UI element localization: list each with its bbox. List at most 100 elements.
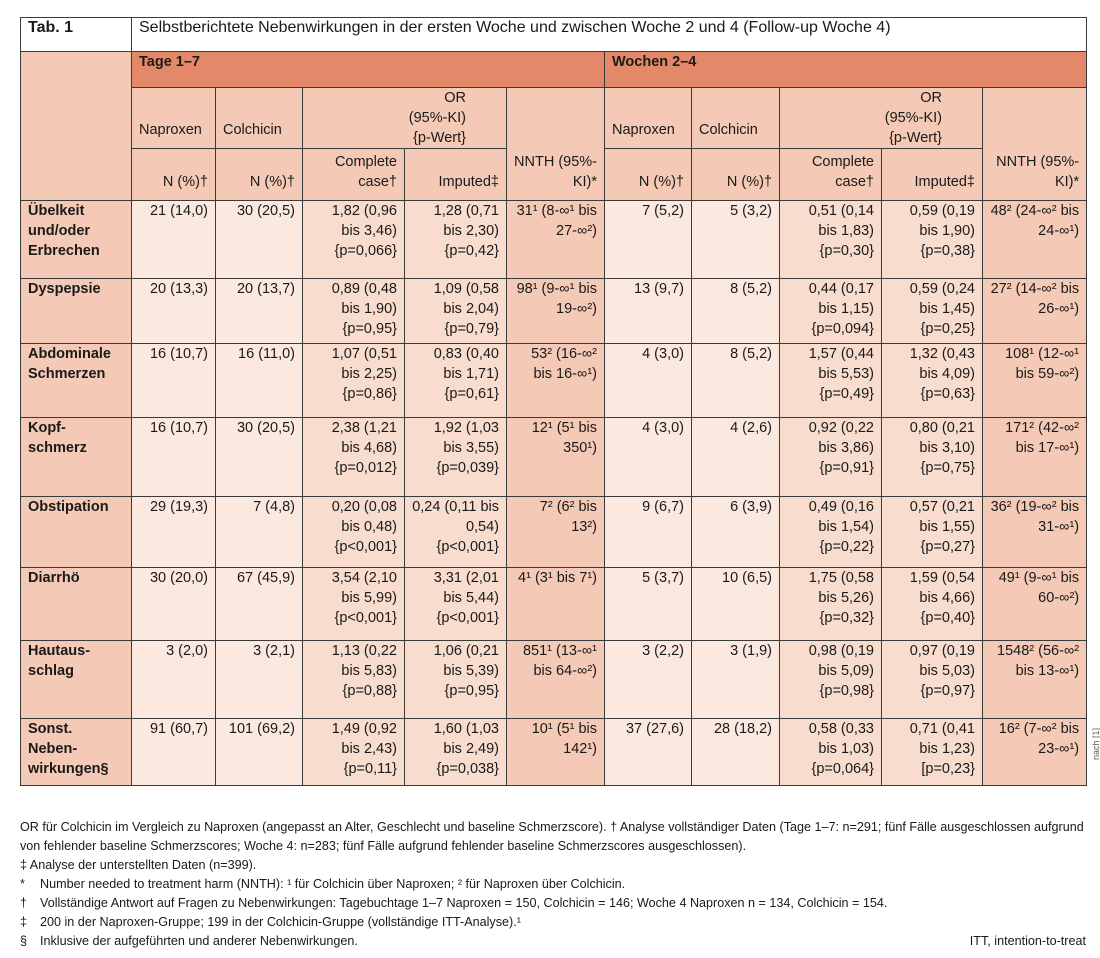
table-cell: 48² (24-∞² bis 24-∞¹): [981, 200, 1088, 279]
table-cell: 10 (6,5): [691, 567, 780, 641]
table-cell: 21 (14,0): [131, 200, 216, 279]
row-label: Kopf-schmerz: [20, 417, 132, 497]
col-colchicin-1: Colchicin: [215, 87, 303, 149]
table-cell: 20 (13,3): [131, 278, 216, 344]
table-cell: 0,44 (0,17 bis 1,15) {p=0,094}: [779, 278, 882, 344]
table-cell: 16² (7-∞² bis 23-∞¹): [981, 718, 1088, 786]
table-cell: 16 (10,7): [131, 417, 216, 497]
table-cell: 29 (19,3): [131, 496, 216, 568]
table-cell: 0,59 (0,19 bis 1,90) {p=0,38}: [881, 200, 983, 279]
table-cell: 13 (9,7): [604, 278, 692, 344]
table-cell: 0,71 (0,41 bis 1,23) [p=0,23}: [881, 718, 983, 786]
table-cell: 1,07 (0,51 bis 2,25) {p=0,86}: [302, 343, 405, 418]
table-body: Übelkeit und/oder Erbrechen 21 (14,0) 30 (…: [20, 200, 1088, 786]
table-cell: 4 (3,0): [604, 343, 692, 418]
footnote-text: Vollständige Antwort auf Fragen zu Neben…: [40, 896, 888, 910]
table-cell: 8 (5,2): [691, 278, 780, 344]
col-complete-1: Complete case†: [302, 148, 405, 201]
table-cell: 7 (4,8): [215, 496, 303, 568]
notes-block: OR für Colchicin im Vergleich zu Naproxe…: [20, 818, 1086, 951]
group-header-days: Tage 1–7: [131, 51, 605, 88]
col-naproxen-1: Naproxen: [131, 87, 216, 149]
col-or-1: OR (95%-KI) {p-Wert}: [302, 87, 507, 149]
empty-corner-cell: [20, 51, 132, 201]
table-cell: 91 (60,7): [131, 718, 216, 786]
table-cell: 0,59 (0,24 bis 1,45) {p=0,25}: [881, 278, 983, 344]
table-cell: 4 (2,6): [691, 417, 780, 497]
table-cell: 31¹ (8-∞¹ bis 27-∞²): [506, 200, 605, 279]
table-cell: 4 (3,0): [604, 417, 692, 497]
table-cell: 7 (5,2): [604, 200, 692, 279]
table-cell: 0,83 (0,40 bis 1,71) {p=0,61}: [404, 343, 507, 418]
table-label: Tab. 1: [20, 17, 132, 52]
col-or-2: OR (95%-KI) {p-Wert}: [779, 87, 983, 149]
table-cell: 49¹ (9-∞¹ bis 60-∞²): [981, 567, 1088, 641]
table-cell: 0,58 (0,33 bis 1,03) {p=0,064}: [779, 718, 882, 786]
table-cell: 3,31 (2,01 bis 5,44) {p<0,001}: [404, 567, 507, 641]
table-cell: 851¹ (13-∞¹ bis 64-∞²): [506, 640, 605, 719]
table-cell: 1,60 (1,03 bis 2,49) {p=0,038}: [404, 718, 507, 786]
col-nnth-2: NNTH (95%-KI)*: [981, 87, 1088, 201]
table-cell: 1,75 (0,58 bis 5,26) {p=0,32}: [779, 567, 882, 641]
itt-note: ITT, intention-to-treat: [969, 934, 1086, 948]
table-cell: 101 (69,2): [215, 718, 303, 786]
footnote-list: * Number needed to treatment harm (NNTH):…: [20, 875, 1086, 951]
group-header-row: Tage 1–7 Wochen 2–4: [20, 51, 1088, 201]
table-cell: 30 (20,5): [215, 200, 303, 279]
table-cell: 27² (14-∞² bis 26-∞¹): [981, 278, 1088, 344]
table-cell: 20 (13,7): [215, 278, 303, 344]
footnote-mark: §: [20, 934, 28, 948]
table-cell: 28 (18,2): [691, 718, 780, 786]
table-cell: 1,09 (0,58 bis 2,04) {p=0,79}: [404, 278, 507, 344]
col-colchicin-2: Colchicin: [691, 87, 780, 149]
table-cell: 16 (11,0): [215, 343, 303, 418]
table-cell: 0,98 (0,19 bis 5,09) {p=0,98}: [779, 640, 882, 719]
table-cell: 108¹ (12-∞¹ bis 59-∞²): [981, 343, 1088, 418]
col-naproxen-2: Naproxen: [604, 87, 692, 149]
column-header-row-1: Naproxen Colchicin OR (95%-KI) {p-Wert} …: [21, 87, 1088, 201]
table-row: Sonst. Neben-wirkungen§ 91 (60,7) 101 (69,…: [20, 718, 1088, 786]
row-label: Sonst. Neben-wirkungen§: [20, 718, 132, 786]
col-imputed-1: Imputed‡: [404, 148, 507, 201]
table-cell: 3 (2,1): [215, 640, 303, 719]
table-cell: 10¹ (5¹ bis 142¹): [506, 718, 605, 786]
footnote-mark: *: [20, 877, 25, 891]
col-n-4: N (%)†: [691, 148, 780, 201]
side-effects-table: Tab. 1 Selbstberichtete Nebenwirkungen i…: [20, 17, 1088, 786]
table-cell: 5 (3,7): [604, 567, 692, 641]
column-header-row-2: N (%)† N (%)† Complete case† Imputed‡ N …: [21, 148, 1087, 201]
table-cell: 1,13 (0,22 bis 5,83) {p=0,88}: [302, 640, 405, 719]
row-label: Diarrhö: [20, 567, 132, 641]
table-cell: 3 (2,2): [604, 640, 692, 719]
source-note: nach [1]: [1091, 727, 1100, 760]
footnote-text: Number needed to treatment harm (NNTH): …: [40, 877, 626, 891]
footnote-text: Inklusive der aufgeführten und anderer N…: [40, 934, 358, 948]
table-cell: 0,80 (0,21 bis 3,10) {p=0,75}: [881, 417, 983, 497]
table-cell: 2,38 (1,21 bis 4,68) {p=0,012}: [302, 417, 405, 497]
table-cell: 0,57 (0,21 bis 1,55) {p=0,27}: [881, 496, 983, 568]
col-n-1: N (%)†: [131, 148, 216, 201]
footnote-mark: †: [20, 896, 28, 910]
table-row: Abdominale Schmerzen 16 (10,7) 16 (11,0) 1,…: [20, 343, 1088, 418]
table-row: Kopf-schmerz 16 (10,7) 30 (20,5) 2,38 (1,21…: [20, 417, 1088, 497]
table-cell: 0,51 (0,14 bis 1,83) {p=0,30}: [779, 200, 882, 279]
table-cell: 4¹ (3¹ bis 7¹): [506, 567, 605, 641]
row-label: Abdominale Schmerzen: [20, 343, 132, 418]
row-label: Dyspepsie: [20, 278, 132, 344]
table-cell: 9 (6,7): [604, 496, 692, 568]
table-cell: 0,97 (0,19 bis 5,03) {p=0,97}: [881, 640, 983, 719]
footnote-mark: ‡: [20, 915, 28, 929]
table-cell: 53² (16-∞² bis 16-∞¹): [506, 343, 605, 418]
table-cell: 5 (3,2): [691, 200, 780, 279]
table-cell: 0,24 (0,11 bis 0,54) {p<0,001}: [404, 496, 507, 568]
col-imputed-2: Imputed‡: [881, 148, 983, 201]
table-cell: 98¹ (9-∞¹ bis 19-∞²): [506, 278, 605, 344]
table-cell: 1,28 (0,71 bis 2,30) {p=0,42}: [404, 200, 507, 279]
footnote: ‡ 200 in der Naproxen-Gruppe; 199 in der …: [20, 913, 1086, 932]
row-label: Übelkeit und/oder Erbrechen: [20, 200, 132, 279]
table-row: Übelkeit und/oder Erbrechen 21 (14,0) 30 (…: [20, 200, 1088, 279]
table-cell: 0,89 (0,48 bis 1,90) {p=0,95}: [302, 278, 405, 344]
footnote: * Number needed to treatment harm (NNTH):…: [20, 875, 1086, 894]
table-cell: 6 (3,9): [691, 496, 780, 568]
col-n-2: N (%)†: [215, 148, 303, 201]
